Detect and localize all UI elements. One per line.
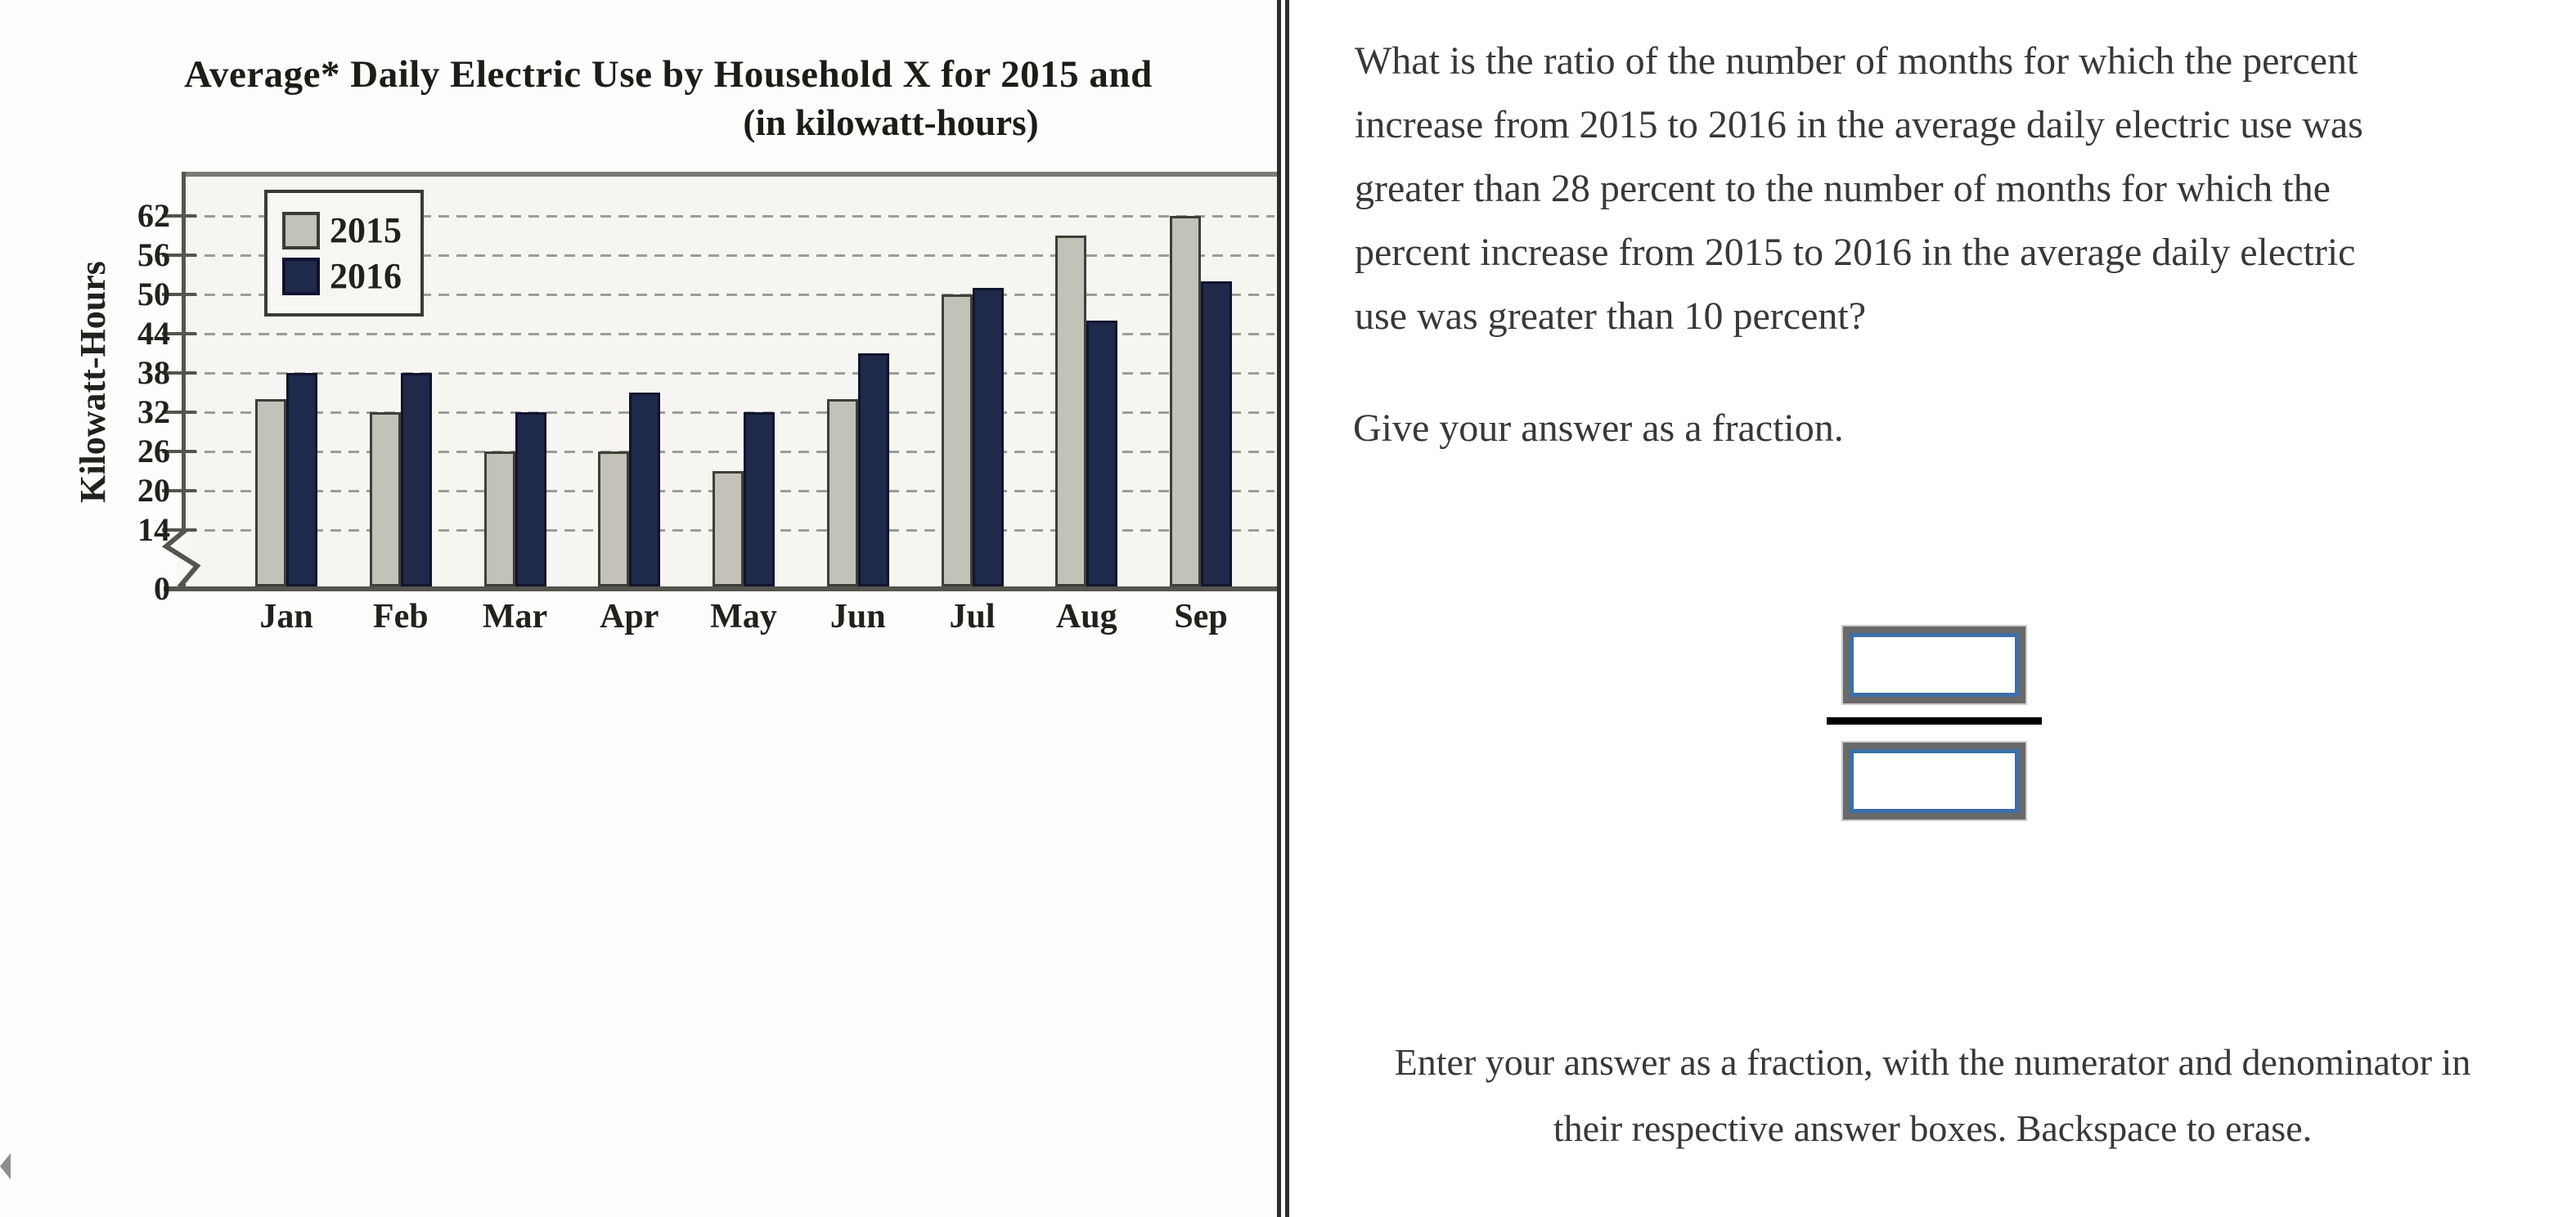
bar-2016-may bbox=[744, 412, 775, 586]
entry-instructions: Enter your answer as a fraction, with th… bbox=[1289, 1029, 2576, 1161]
question-line: use was greater than 10 percent? bbox=[1355, 294, 1867, 338]
bar-2015-apr bbox=[598, 451, 630, 586]
gridline-50 bbox=[187, 294, 1275, 296]
legend-label-2015: 2015 bbox=[330, 210, 402, 250]
y-tick-mark-50 bbox=[162, 293, 196, 296]
y-tick-mark-62 bbox=[162, 214, 196, 218]
bar-2016-sep bbox=[1201, 281, 1232, 586]
y-tick-mark-26 bbox=[162, 450, 196, 453]
bar-2015-mar bbox=[483, 451, 515, 586]
legend-item-2015: 2015 bbox=[282, 208, 420, 254]
x-tick-label-feb: Feb bbox=[372, 598, 429, 635]
bar-2016-apr bbox=[629, 393, 661, 586]
x-axis-line bbox=[164, 586, 1277, 591]
x-tick-label-mar: Mar bbox=[482, 598, 548, 635]
bar-2015-jan bbox=[255, 399, 286, 586]
gridline-56 bbox=[187, 254, 1275, 257]
previous-arrow-icon[interactable] bbox=[0, 1153, 11, 1179]
question-line: increase from 2015 to 2016 in the averag… bbox=[1355, 103, 2363, 146]
entry-instructions-line: their respective answer boxes. Backspace… bbox=[1553, 1107, 2313, 1149]
chart-title-line-1: Average* Daily Electric Use by Household… bbox=[184, 53, 1153, 96]
answer-format-prompt: Give your answer as a fraction. bbox=[1353, 406, 1844, 450]
gridline-26 bbox=[187, 451, 1275, 453]
y-tick-label-56: 56 bbox=[137, 236, 170, 273]
legend-swatch-2016 bbox=[282, 258, 320, 295]
y-tick-label-32: 32 bbox=[137, 393, 170, 430]
legend-item-2016: 2016 bbox=[282, 254, 420, 299]
y-tick-mark-20 bbox=[162, 489, 196, 492]
y-tick-label-50: 50 bbox=[137, 276, 170, 312]
plot-top-border bbox=[182, 172, 1277, 177]
y-tick-label-44: 44 bbox=[137, 315, 170, 352]
gridline-62 bbox=[187, 215, 1275, 218]
y-tick-mark-56 bbox=[162, 254, 196, 257]
bar-2016-jul bbox=[972, 288, 1004, 586]
gridline-44 bbox=[187, 333, 1275, 335]
question-line: greater than 28 percent to the number of… bbox=[1355, 167, 2331, 210]
y-tick-mark-38 bbox=[162, 371, 196, 375]
gridline-38 bbox=[187, 372, 1275, 375]
numerator-box bbox=[1841, 625, 2027, 705]
x-tick-label-aug: Aug bbox=[1055, 598, 1117, 635]
denominator-input[interactable] bbox=[1850, 749, 2019, 813]
bar-2015-jul bbox=[941, 294, 973, 586]
y-tick-mark-14 bbox=[162, 528, 196, 532]
bar-2016-mar bbox=[515, 412, 546, 586]
legend-swatch-2015 bbox=[282, 212, 320, 249]
chart-title-line-2: (in kilowatt-hours) bbox=[743, 102, 1039, 143]
x-tick-label-jun: Jun bbox=[829, 598, 886, 635]
bar-2015-feb bbox=[369, 412, 401, 586]
question-line: percent increase from 2015 to 2016 in th… bbox=[1355, 231, 2356, 274]
chart-legend: 2015 2016 bbox=[264, 190, 424, 317]
entry-instructions-line: Enter your answer as a fraction, with th… bbox=[1394, 1041, 2471, 1083]
fraction-bar bbox=[1827, 717, 2042, 725]
numerator-input[interactable] bbox=[1850, 633, 2019, 697]
x-tick-label-apr: Apr bbox=[600, 598, 659, 635]
y-tick-label-0: 0 bbox=[154, 570, 170, 607]
y-tick-mark-44 bbox=[162, 332, 196, 335]
y-tick-label-14: 14 bbox=[137, 511, 170, 548]
bar-2016-aug bbox=[1086, 321, 1118, 586]
x-tick-label-may: May bbox=[710, 598, 777, 635]
bar-2016-jan bbox=[286, 373, 317, 586]
x-tick-label-jan: Jan bbox=[259, 598, 313, 635]
axis-break-icon bbox=[161, 528, 201, 589]
gridline-32 bbox=[187, 411, 1275, 414]
x-tick-label-jul: Jul bbox=[949, 598, 996, 635]
bar-2015-jun bbox=[826, 399, 858, 586]
denominator-box bbox=[1841, 741, 2027, 821]
x-tick-label-sep: Sep bbox=[1174, 598, 1228, 635]
bar-2015-aug bbox=[1055, 236, 1087, 586]
y-tick-label-26: 26 bbox=[137, 433, 170, 469]
chart-panel: Average* Daily Electric Use by Household… bbox=[0, 0, 1277, 1217]
question-text: What is the ratio of the number of month… bbox=[1355, 29, 2500, 348]
panel-divider bbox=[1277, 0, 1289, 1217]
legend-label-2016: 2016 bbox=[330, 256, 402, 296]
y-tick-label-38: 38 bbox=[137, 354, 170, 391]
bar-2015-may bbox=[713, 471, 744, 586]
y-tick-label-20: 20 bbox=[137, 472, 170, 509]
bar-2015-sep bbox=[1170, 216, 1201, 586]
y-tick-label-62: 62 bbox=[137, 197, 170, 234]
bar-2016-jun bbox=[857, 353, 889, 586]
question-panel: What is the ratio of the number of month… bbox=[1289, 0, 2576, 1217]
y-axis-line bbox=[182, 172, 186, 591]
question-line: What is the ratio of the number of month… bbox=[1355, 39, 2358, 83]
y-tick-mark-32 bbox=[162, 411, 196, 414]
bar-2016-feb bbox=[400, 373, 432, 586]
